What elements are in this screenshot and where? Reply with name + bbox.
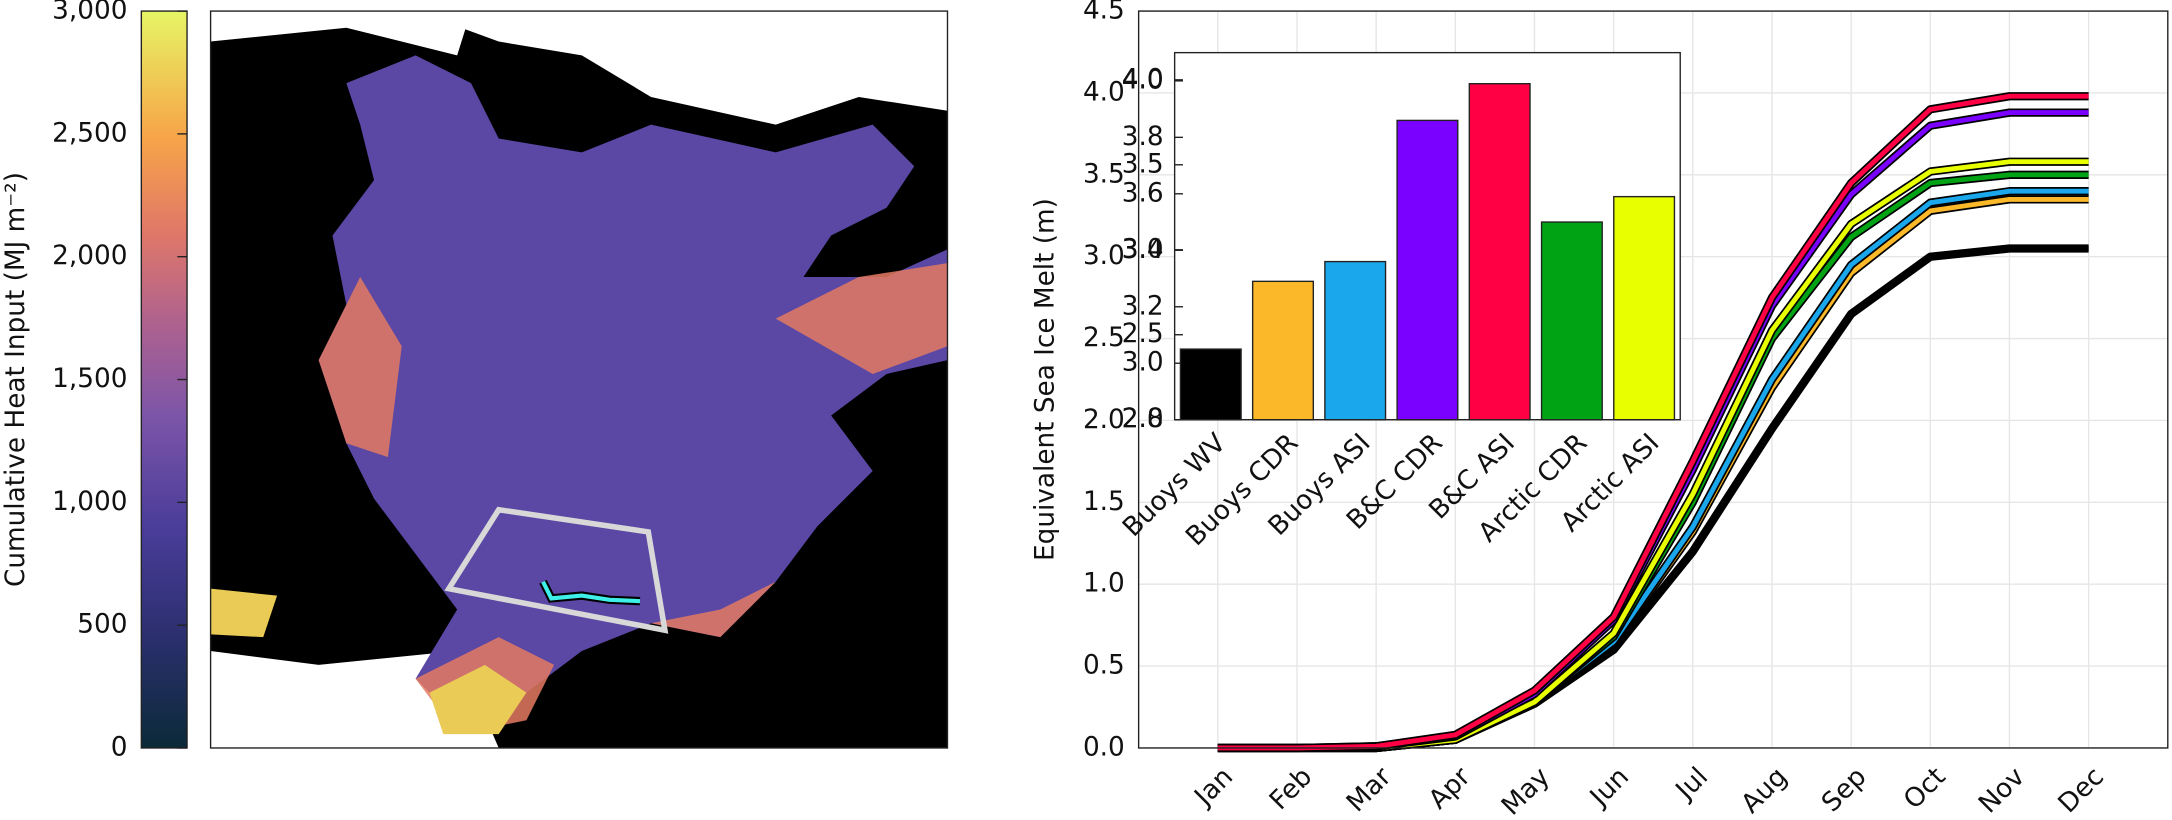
y2-tick-label: 3.5 <box>1122 149 1164 179</box>
y-tick-label: 0.5 <box>1083 651 1125 681</box>
bar <box>1540 221 1603 421</box>
y-tick-label: 0.0 <box>1083 732 1125 762</box>
y2-tick-label: 3.0 <box>1122 234 1164 264</box>
x-tick-label: Oct <box>1898 762 1951 815</box>
y-tick-label: 2.5 <box>1083 323 1125 353</box>
x-tick-label: Jun <box>1583 762 1635 814</box>
y-tick-label: 3.0 <box>1122 348 1164 378</box>
bar <box>1179 348 1242 421</box>
heat-field <box>318 55 948 721</box>
y-tick-label: 3.0 <box>1083 241 1125 271</box>
y-axis-label: Equivalent Sea Ice Melt (m) <box>1030 198 1060 561</box>
bar <box>1324 260 1387 421</box>
x-tick-label: Apr <box>1423 762 1477 816</box>
y-tick-label: 0 <box>111 732 128 762</box>
y-tick-label: 1,000 <box>52 487 127 517</box>
y-tick-label: 1.5 <box>1083 487 1125 517</box>
x-tick-label: Feb <box>1264 762 1318 816</box>
y-tick-label: 2,000 <box>52 241 127 271</box>
plot-frame <box>1137 10 2169 749</box>
y-tick-label: 4.0 <box>1083 77 1125 107</box>
y-tick-label: 4.0 <box>1122 65 1164 95</box>
series-line <box>1217 93 2089 751</box>
x-tick-label: Aug <box>1736 762 1794 820</box>
x-tick-label: Dec <box>2053 762 2110 819</box>
y-tick-label: 3.6 <box>1122 178 1164 208</box>
y-tick-label: 500 <box>77 610 127 640</box>
map <box>210 11 948 748</box>
y-axis-label: Cumulative Heat Input (MJ m⁻²) <box>1 172 31 587</box>
buoy-track <box>541 580 641 604</box>
inset-frame <box>1173 51 1681 421</box>
y-tick-label: 2.8 <box>1122 404 1164 434</box>
y-tick-label: 4.5 <box>1083 0 1125 26</box>
x-tick-label: Jan <box>1188 762 1239 813</box>
bar <box>1468 83 1531 421</box>
y-tick-label: 3.4 <box>1122 235 1164 265</box>
bar <box>1396 119 1459 421</box>
bar <box>1613 195 1676 421</box>
x-tick-label: Nov <box>1973 762 2031 820</box>
x-tick-label: Mar <box>1341 762 1397 818</box>
x-tick-label: Sep <box>1816 762 1872 818</box>
y2-tick-label: 2.0 <box>1122 404 1164 434</box>
y-tick-label: 3.8 <box>1122 122 1164 152</box>
y-tick-label: 1,500 <box>52 364 127 394</box>
y-tick-label: 3.2 <box>1122 291 1164 321</box>
x-tick-label: May <box>1496 762 1556 820</box>
y2-tick-label: 2.5 <box>1122 319 1164 349</box>
y-tick-label: 1.0 <box>1083 569 1125 599</box>
hot-region <box>210 588 527 735</box>
y-tick-label: 3,000 <box>52 0 127 26</box>
study-box <box>444 506 669 634</box>
warm-region <box>318 263 948 735</box>
bar <box>1251 280 1315 421</box>
map-frame <box>209 10 949 749</box>
y-tick-label: 2.0 <box>1083 405 1125 435</box>
x-tick-label: Jul <box>1669 762 1714 807</box>
no-data <box>210 11 948 125</box>
y-tick-label: 2,500 <box>52 118 127 148</box>
y2-tick-label: 4.0 <box>1122 64 1164 94</box>
y-tick-label: 3.5 <box>1083 159 1125 189</box>
